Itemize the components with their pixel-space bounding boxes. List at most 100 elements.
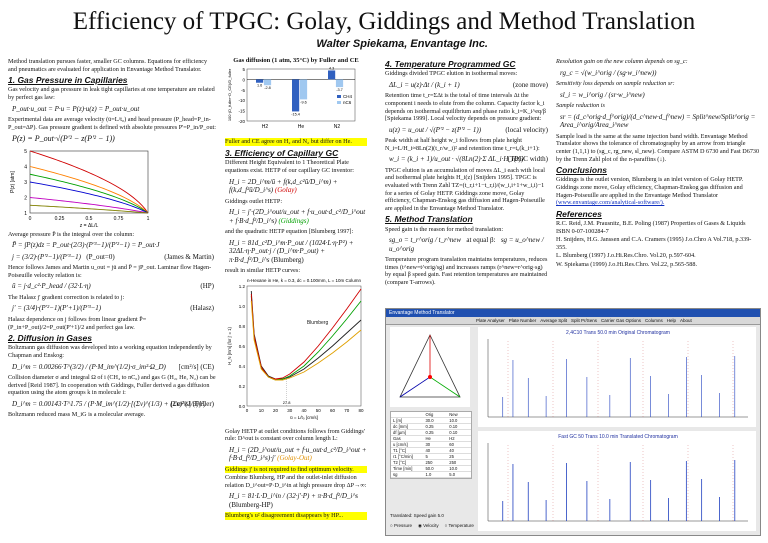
section-4-text: Giddings divided TPGC elution in isother… [385, 70, 518, 78]
app-table-cell[interactable]: He [425, 436, 431, 441]
app-table-cell[interactable]: 25 [449, 454, 454, 459]
legend-swatch-nC6 [337, 100, 341, 104]
app-toolbar-tab-3[interactable]: Split Pr/Sens [570, 318, 597, 323]
envantage-link[interactable]: (www.envantage.com/analytical-software/)… [556, 199, 665, 207]
legend-label-nC6: nC6 [343, 100, 352, 105]
optimum-label: 27.8 [283, 400, 292, 405]
app-param-table: Orig New L [m] 30.0 10.0 dc [mm] 0.25 0.10 df [µ… [390, 411, 472, 479]
app-table-cell[interactable]: 50.0 [425, 466, 434, 471]
poster-authors: Walter Spiekama, Envantage Inc. [316, 38, 488, 50]
app-table-cell[interactable]: 40 [425, 448, 431, 453]
app-table-cell[interactable]: 1.0 [425, 472, 432, 477]
column-2: Gas diffusion (1 atm, 35°C) by Fuller an… [225, 57, 423, 521]
app-table-cell[interactable]: 0.10 [449, 430, 458, 435]
bar-category-label: He [298, 124, 305, 130]
blumberg-text: and the quadratic HETP equation [Blumber… [225, 228, 354, 236]
section-4-text-3: Peak width at half height w_i follows fr… [385, 137, 540, 152]
app-table-cell: New [449, 412, 458, 417]
conclusions-text: Giddings is the outlet version, Blumberg… [556, 176, 744, 207]
x-tick-label: 0 [29, 216, 32, 222]
section-2-text-2: Collision diameter σ and integral Ω of i… [8, 374, 216, 397]
app-table-cell[interactable]: H2 [449, 436, 455, 441]
app-table-cell[interactable]: 250 [425, 460, 433, 465]
app-toolbar-tab-4[interactable]: Carrier Gas Options [601, 318, 642, 323]
app-toolbar-tab-1[interactable]: Plate Number [508, 318, 537, 323]
hagen-poiseuille-text: Hence follows James and Martin u_out = j… [8, 264, 212, 279]
app-toolbar-tab-5[interactable]: Columns [645, 318, 663, 323]
equation-blumberg-hp: H_i = 81·L·D_i^in / (32·j'·P) + π·B·d_f²… [229, 492, 359, 509]
bar-y-tick: -5 [241, 88, 245, 93]
hetp-x-tick: 40 [301, 408, 307, 413]
section-5-text-2: Temperature program translation maintain… [385, 256, 548, 286]
app-radio-pressure[interactable]: ○ Pressure [390, 523, 412, 528]
section-4-text-2: Retention time t_r=ΣΔt is the total of t… [385, 92, 546, 123]
conclusions-title: Conclusions [556, 165, 608, 176]
bar-y-tick: -20 [238, 119, 245, 124]
app-radio-group[interactable]: ○ Pressure ◉ Velocity ○ Temperature [390, 523, 474, 529]
hetp-curve-chart: n-Hexane in He, k = 0.3, dc = 0.100mm, L… [227, 278, 423, 420]
app-table-cell[interactable]: 0.10 [449, 424, 458, 429]
hetp-frame [246, 285, 362, 407]
equation-chapman-enskog: D_i^m = 0.00266·T^(3/2) / (P·M_im^(1/2)·… [12, 362, 214, 371]
section-5-text: Speed gain is the reason for method tran… [385, 225, 504, 233]
app-table-cell[interactable]: 30 [425, 442, 431, 447]
app-table-cell[interactable]: 0.25 [425, 430, 434, 435]
equation-fuller: D_i^m = 0.00143·T^1.75 / (P·M_im^(1/2)·[… [12, 399, 214, 408]
app-table-cell[interactable]: 40 [449, 448, 454, 453]
legend-swatch-CH4 [337, 94, 341, 98]
hetp-series-Golay-CE [250, 288, 362, 380]
equation-average-pressure: P̄ = ∫P(z)dz = P_out·(2/3)·(P'³−1)/(P'²−… [12, 241, 160, 250]
app-table-cell[interactable]: 10.0 [449, 418, 458, 423]
app-table-cell: Time [min] [393, 466, 413, 471]
hetp-x-tick: 50 [316, 408, 322, 413]
y-tick-label: 3 [24, 180, 27, 186]
app-table-cell[interactable]: 0.25 [425, 424, 434, 429]
bar-data-label: -9.6 [300, 100, 307, 104]
chrom-new-title: Fast GC 50 Trans 10.0 min Translated Chr… [558, 434, 678, 440]
app-titlebar: Envantage Method Translator [386, 309, 760, 317]
equation-giddings: H_i = j'·(2D_i^out/u_out + f·u_out·d_c²/… [229, 208, 366, 225]
bar-N2-CH4 [328, 70, 336, 80]
app-table-cell[interactable]: 250 [449, 460, 457, 465]
app-table-cell: Orig [425, 412, 434, 417]
app-table-cell[interactable]: 5.0 [449, 472, 456, 477]
app-toolbar-tab-0[interactable]: Plate Analyser [476, 318, 505, 323]
app-radio-temperature[interactable]: ○ Temperature [444, 523, 474, 528]
equation-golay: H_i = 2D_i^m/ū + f(k,d_c²ū/D_i^m) + f(k,… [229, 177, 338, 195]
y-tick-label: 4 [24, 165, 27, 171]
app-table-cell: df [µm] [393, 430, 406, 435]
app-table-cell[interactable]: 30.0 [425, 418, 434, 423]
app-table-row: dc [mm] 0.25 0.10 [391, 424, 471, 430]
section-5-title: 5. Method Translation [385, 214, 473, 225]
app-toolbar-tab-6[interactable]: Help [666, 318, 677, 323]
column-1: Method translation pursues faster, small… [8, 57, 216, 420]
bar-y-tick: -15 [238, 109, 245, 114]
hetp-y-tick: 0.6 [239, 344, 246, 349]
chrom-orig-title: 2,4C10 Trans 50.0 min Original Chromatog… [566, 330, 670, 336]
x-tick-label: 0.75 [114, 216, 124, 222]
reference-item: W. Spiekama (1999) J.o.Hi.Res.Chro. Vol.… [556, 260, 697, 268]
app-table-row: u [cm/s] 30 60 [391, 442, 471, 448]
hetp-x-axis-label: ū = L/t₀ [cm/s] [290, 415, 318, 420]
x-axis-label: z = ΔL/L [80, 223, 99, 227]
equation-resolution-gain: rg_c = √(w_i^orig / (sg·w_i^new)) [560, 68, 657, 77]
halasz-text: The Halasz j' gradient correction is rel… [8, 293, 125, 301]
app-toolbar-tab-2[interactable]: Average Split [540, 318, 567, 323]
section-3-text: Different Height Equivalent to 1 Theoret… [225, 159, 354, 174]
method-translator-screenshot: Envantage Method Translator Plate Analys… [385, 308, 761, 536]
diffusion-bar-chart: 5 0 -5 -10 -15 -20 1.6-2.8 H2 -15.4 -9.6 He 4.3 -3.7… [227, 66, 356, 130]
app-table-cell[interactable]: 60 [449, 442, 454, 447]
app-table-cell[interactable]: 10.0 [449, 466, 458, 471]
hetp-x-tick: 70 [344, 408, 350, 413]
app-table-cell: u [cm/s] [393, 442, 408, 447]
app-table-cell: Gas [393, 436, 401, 441]
app-toolbar: Plate Analyser Plate Number Average Split S… [386, 317, 760, 325]
references-list: R.C. Reid, J.M. Prausnitz, B.E. Poling (… [556, 220, 761, 268]
app-table-cell[interactable]: 5 [425, 454, 428, 459]
sensitivity-text: Sensitivity loss depends on sample reduc… [556, 80, 675, 88]
app-toolbar-tab-7[interactable]: About [680, 318, 692, 323]
app-radio-velocity[interactable]: ◉ Velocity [417, 523, 439, 528]
combine-text: Combine Blumberg, HP and the outlet-inle… [225, 474, 367, 489]
hetp-x-tick: 20 [273, 408, 279, 413]
app-table-cell: T1 [°C] [393, 448, 407, 453]
